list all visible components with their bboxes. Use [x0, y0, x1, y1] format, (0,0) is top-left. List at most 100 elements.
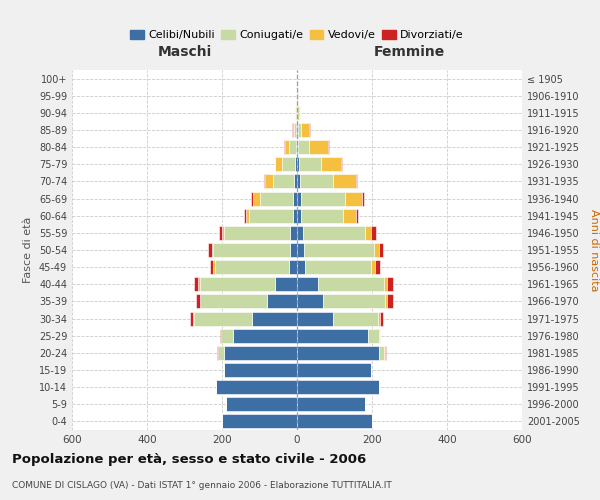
- Bar: [374, 243, 379, 257]
- Bar: [332, 312, 377, 326]
- Bar: [375, 260, 380, 274]
- Bar: [293, 192, 297, 205]
- Bar: [215, 260, 289, 274]
- Bar: [341, 158, 342, 172]
- Bar: [379, 346, 385, 360]
- Bar: [295, 123, 296, 137]
- Bar: [371, 260, 375, 274]
- Bar: [274, 174, 294, 188]
- Bar: [367, 328, 379, 342]
- Bar: [301, 192, 345, 205]
- Bar: [222, 414, 297, 428]
- Bar: [193, 312, 194, 326]
- Y-axis label: Anni di nascita: Anni di nascita: [589, 209, 599, 291]
- Legend: Celibi/Nubili, Coniugati/e, Vedovi/e, Divorziati/e: Celibi/Nubili, Coniugati/e, Vedovi/e, Di…: [126, 25, 468, 44]
- Bar: [290, 243, 297, 257]
- Bar: [301, 123, 309, 137]
- Bar: [322, 158, 341, 172]
- Bar: [297, 208, 301, 222]
- Bar: [218, 346, 224, 360]
- Bar: [290, 226, 297, 240]
- Bar: [323, 294, 385, 308]
- Bar: [309, 123, 310, 137]
- Bar: [289, 260, 297, 274]
- Bar: [275, 158, 282, 172]
- Bar: [355, 174, 356, 188]
- Bar: [284, 140, 289, 154]
- Text: Maschi: Maschi: [157, 45, 212, 59]
- Bar: [362, 192, 364, 205]
- Bar: [380, 312, 383, 326]
- Bar: [297, 123, 298, 137]
- Bar: [200, 294, 267, 308]
- Bar: [299, 106, 301, 120]
- Bar: [245, 208, 250, 222]
- Bar: [224, 346, 297, 360]
- Bar: [208, 243, 212, 257]
- Bar: [226, 398, 297, 411]
- Bar: [304, 243, 374, 257]
- Bar: [194, 312, 252, 326]
- Bar: [301, 208, 343, 222]
- Bar: [343, 208, 356, 222]
- Bar: [297, 294, 323, 308]
- Text: Popolazione per età, sesso e stato civile - 2006: Popolazione per età, sesso e stato civil…: [12, 452, 366, 466]
- Bar: [296, 123, 297, 137]
- Bar: [297, 226, 302, 240]
- Bar: [305, 260, 371, 274]
- Bar: [298, 140, 310, 154]
- Bar: [250, 208, 293, 222]
- Y-axis label: Fasce di età: Fasce di età: [23, 217, 33, 283]
- Bar: [224, 363, 297, 377]
- Bar: [297, 380, 379, 394]
- Bar: [190, 312, 193, 326]
- Bar: [297, 243, 304, 257]
- Bar: [253, 192, 260, 205]
- Bar: [294, 174, 297, 188]
- Text: Femmine: Femmine: [374, 45, 445, 59]
- Bar: [371, 226, 376, 240]
- Bar: [194, 278, 199, 291]
- Bar: [296, 140, 297, 154]
- Bar: [297, 278, 317, 291]
- Bar: [356, 208, 358, 222]
- Bar: [244, 208, 245, 222]
- Bar: [251, 192, 253, 205]
- Bar: [295, 106, 296, 120]
- Bar: [233, 328, 297, 342]
- Bar: [379, 328, 380, 342]
- Bar: [217, 346, 218, 360]
- Bar: [379, 243, 383, 257]
- Bar: [220, 328, 221, 342]
- Bar: [293, 208, 297, 222]
- Bar: [196, 294, 199, 308]
- Bar: [387, 294, 392, 308]
- Bar: [297, 174, 300, 188]
- Bar: [252, 312, 297, 326]
- Bar: [297, 312, 332, 326]
- Bar: [293, 123, 295, 137]
- Bar: [260, 192, 293, 205]
- Bar: [297, 346, 379, 360]
- Bar: [209, 260, 214, 274]
- Bar: [298, 106, 299, 120]
- Bar: [317, 278, 385, 291]
- Bar: [385, 346, 386, 360]
- Bar: [297, 260, 305, 274]
- Bar: [297, 140, 298, 154]
- Bar: [297, 398, 365, 411]
- Bar: [295, 158, 297, 172]
- Bar: [310, 140, 328, 154]
- Bar: [289, 140, 296, 154]
- Bar: [218, 226, 221, 240]
- Bar: [265, 174, 274, 188]
- Bar: [297, 192, 301, 205]
- Bar: [212, 243, 290, 257]
- Bar: [199, 278, 275, 291]
- Bar: [385, 294, 387, 308]
- Bar: [300, 174, 333, 188]
- Bar: [264, 174, 265, 188]
- Bar: [345, 192, 362, 205]
- Bar: [223, 226, 290, 240]
- Bar: [275, 278, 297, 291]
